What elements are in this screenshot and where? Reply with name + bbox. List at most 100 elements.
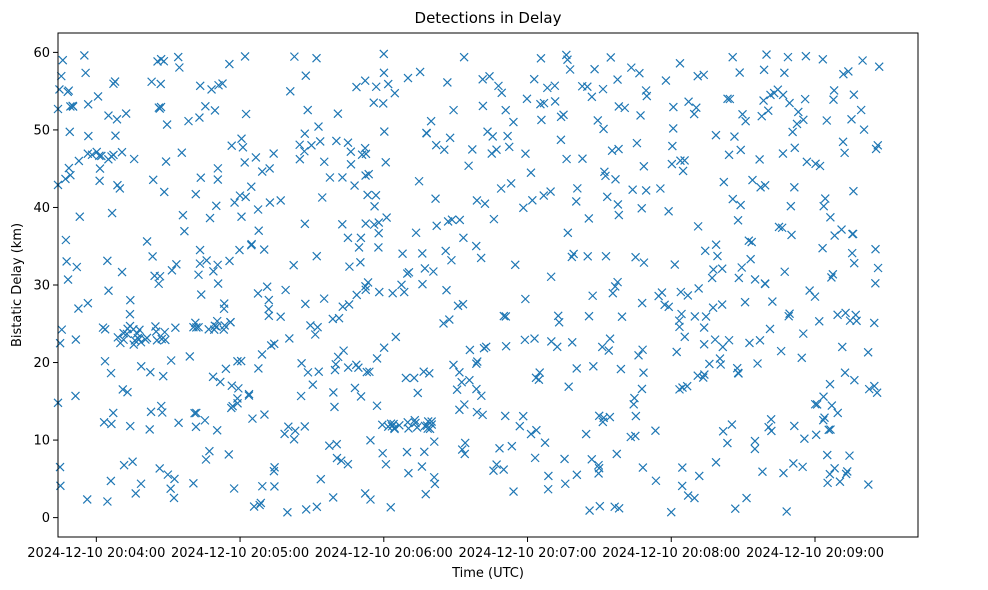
data-point-marker [301, 505, 311, 514]
data-point-marker [637, 298, 647, 308]
data-point-marker [369, 98, 379, 108]
data-point-marker [414, 176, 424, 186]
data-point-marker [166, 356, 176, 365]
y-tick-label: 50 [33, 123, 50, 138]
data-point-marker [776, 346, 786, 356]
data-point-marker [236, 356, 246, 366]
data-point-marker [300, 219, 310, 229]
data-point-marker [300, 422, 310, 431]
data-point-marker [870, 278, 880, 288]
data-point-marker [613, 277, 623, 287]
data-point-marker [195, 259, 205, 269]
data-point-marker [741, 116, 751, 126]
data-point-marker [338, 302, 348, 312]
data-point-marker [765, 324, 775, 334]
data-point-marker [207, 85, 216, 94]
data-point-marker [677, 309, 686, 319]
data-point-marker [215, 377, 225, 387]
data-point-marker [95, 164, 105, 173]
data-point-marker [61, 174, 70, 184]
data-point-marker [83, 131, 93, 141]
data-point-marker [150, 271, 160, 281]
data-point-marker [598, 417, 608, 427]
data-point-marker [509, 487, 518, 496]
data-point-marker [232, 394, 242, 403]
data-point-marker [829, 95, 838, 105]
data-point-marker [102, 497, 112, 506]
data-point-marker [708, 303, 718, 313]
data-point-marker [377, 420, 387, 430]
data-point-marker [745, 338, 754, 348]
data-point-marker [369, 220, 379, 230]
data-point-marker [798, 115, 808, 125]
data-point-marker [610, 282, 620, 291]
data-point-marker [682, 381, 692, 391]
data-point-marker [235, 191, 245, 201]
data-point-marker [363, 277, 373, 287]
data-point-marker [599, 167, 609, 177]
data-point-marker [728, 194, 738, 204]
data-point-marker [530, 334, 539, 343]
data-point-marker [750, 275, 760, 284]
data-point-marker [779, 468, 788, 478]
data-point-marker [546, 336, 556, 346]
data-point-marker [364, 169, 374, 179]
data-point-marker [572, 183, 582, 193]
data-point-marker [848, 229, 858, 239]
data-point-marker [489, 214, 499, 224]
data-point-marker [374, 287, 384, 297]
data-point-marker [55, 462, 65, 472]
data-point-marker [520, 294, 530, 304]
data-point-marker [690, 312, 700, 321]
data-point-marker [841, 308, 851, 318]
data-point-marker [328, 493, 338, 502]
data-point-marker [583, 251, 593, 261]
data-point-marker [863, 480, 873, 489]
data-point-marker [531, 425, 541, 435]
data-point-marker [155, 463, 165, 473]
data-point-marker [711, 457, 721, 467]
data-point-marker [805, 286, 815, 295]
data-point-marker [492, 460, 502, 469]
data-point-marker [185, 351, 195, 361]
data-point-marker [212, 316, 222, 326]
data-point-marker [464, 161, 474, 171]
data-point-marker [543, 484, 553, 494]
data-point-marker [213, 260, 223, 270]
data-point-marker [786, 201, 796, 211]
data-point-marker [614, 101, 624, 111]
data-point-marker [227, 381, 237, 391]
data-point-marker [485, 71, 494, 81]
data-point-marker [536, 115, 546, 125]
data-point-marker [151, 321, 160, 331]
data-point-marker [246, 240, 256, 250]
data-point-marker [386, 502, 396, 512]
data-point-marker [224, 450, 234, 459]
data-point-marker [725, 94, 735, 104]
data-point-marker [266, 340, 276, 350]
data-point-marker [171, 259, 181, 269]
data-point-marker [161, 157, 171, 167]
data-point-marker [841, 469, 851, 479]
data-point-marker [504, 142, 514, 152]
data-point-marker [402, 447, 412, 457]
data-point-marker [332, 453, 342, 463]
data-point-marker [664, 302, 674, 312]
data-point-marker [255, 500, 265, 510]
data-point-marker [778, 149, 788, 159]
data-point-marker [362, 367, 372, 377]
data-point-marker [845, 451, 854, 461]
data-point-marker [409, 373, 419, 383]
data-point-marker [479, 343, 489, 353]
data-point-marker [402, 269, 412, 279]
data-point-marker [211, 201, 221, 211]
data-point-marker [113, 332, 123, 342]
data-point-marker [716, 360, 726, 369]
data-point-marker [780, 267, 790, 277]
data-point-marker [527, 195, 537, 205]
data-point-marker [678, 166, 688, 176]
data-point-marker [790, 143, 800, 153]
data-point-marker [289, 52, 299, 62]
data-point-marker [674, 316, 684, 326]
data-point-marker [755, 335, 765, 345]
